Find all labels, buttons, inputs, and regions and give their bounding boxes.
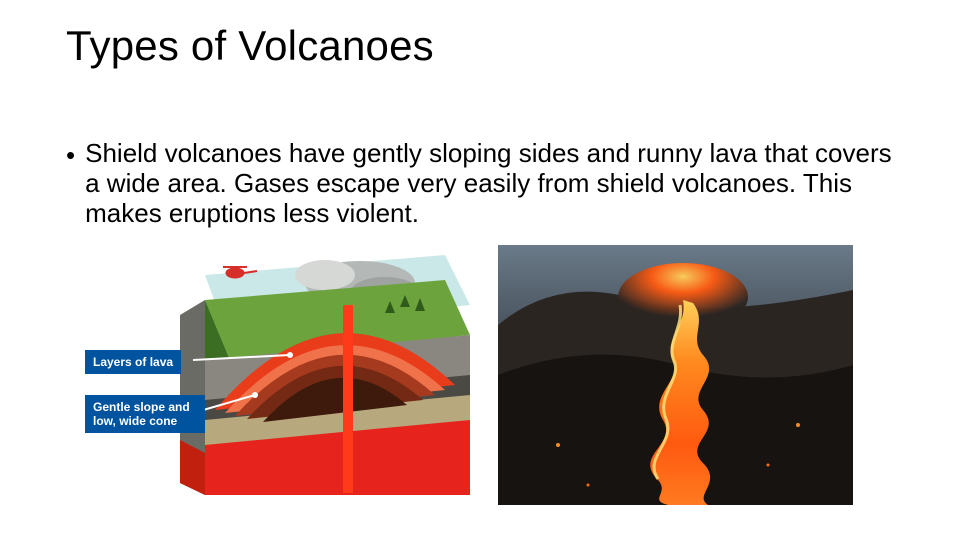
diagram-label-layers: Layers of lava	[85, 350, 181, 374]
bullet-text: Shield volcanoes have gently sloping sid…	[85, 138, 896, 228]
slide-title: Types of Volcanoes	[66, 22, 434, 70]
figure-row: Layers of lava Gentle slope and low, wid…	[85, 245, 853, 505]
photo-svg	[498, 245, 853, 505]
diagram-svg	[85, 245, 480, 505]
bullet-dot: •	[66, 140, 75, 170]
shield-volcano-diagram: Layers of lava Gentle slope and low, wid…	[85, 245, 480, 505]
lava-flow-photo	[498, 245, 853, 505]
bullet-item: • Shield volcanoes have gently sloping s…	[66, 138, 896, 228]
diagram-label-slope: Gentle slope and low, wide cone	[85, 395, 205, 433]
